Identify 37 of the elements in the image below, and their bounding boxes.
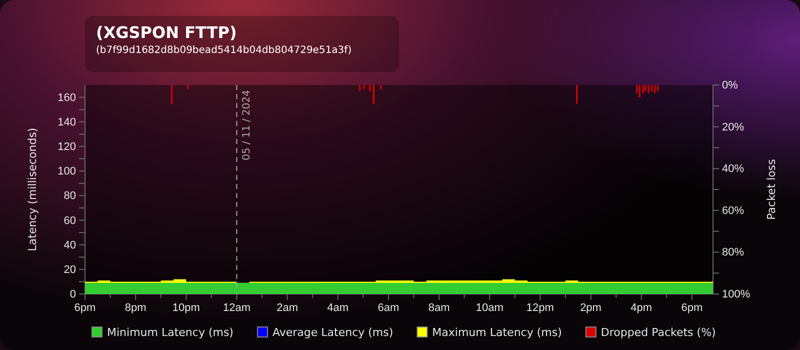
x-tick-label: 10am — [476, 302, 504, 314]
legend-label: Dropped Packets (%) — [600, 326, 716, 339]
x-tick-label: 10pm — [172, 302, 200, 314]
x-tick-label: 12pm — [526, 302, 554, 314]
y2-tick-label: 60% — [722, 204, 744, 217]
y-tick-label: 100 — [58, 166, 76, 178]
y-tick-label: 160 — [58, 92, 76, 104]
chart-subtitle: (b7f99d1682d8b09bead5414b04db804729e51a3f) — [96, 45, 352, 56]
x-tick-label: 6am — [378, 302, 400, 314]
y-tick-label: 60 — [64, 214, 76, 227]
y2-tick-label: 80% — [722, 246, 744, 259]
x-tick-label: 4pm — [630, 302, 652, 314]
y-tick-label: 0 — [70, 288, 76, 301]
x-tick-label: 2am — [276, 302, 298, 314]
x-tick-label: 8pm — [124, 302, 146, 314]
y-tick-label: 80 — [64, 190, 76, 202]
y-tick-label: 40 — [64, 239, 76, 252]
y2-axis-title: Packet loss — [765, 158, 778, 220]
y2-tick-label: 0% — [722, 80, 738, 92]
y2-tick-label: 20% — [722, 121, 744, 134]
y-tick-label: 120 — [58, 140, 76, 153]
y2-tick-label: 40% — [722, 163, 744, 176]
x-tick-label: 6pm — [74, 302, 96, 314]
legend-label: Minimum Latency (ms) — [107, 326, 234, 339]
legend-label: Maximum Latency (ms) — [432, 326, 562, 339]
x-tick-label: 6pm — [681, 302, 703, 314]
legend-label: Average Latency (ms) — [272, 326, 394, 339]
y-axis-title: Latency (milliseconds) — [26, 128, 39, 252]
y-tick-label: 140 — [58, 116, 76, 128]
ref-line-label: 05 / 11 / 2024 — [242, 90, 253, 160]
y2-tick-label: 100% — [722, 288, 750, 301]
x-tick-label: 8am — [428, 302, 450, 314]
x-tick-label: 4am — [327, 302, 349, 314]
x-tick-label: 12am — [222, 302, 250, 314]
y-tick-label: 20 — [64, 264, 76, 276]
chart-title: (XGSPON FTTP) — [96, 23, 237, 42]
x-tick-label: 2pm — [580, 302, 602, 314]
